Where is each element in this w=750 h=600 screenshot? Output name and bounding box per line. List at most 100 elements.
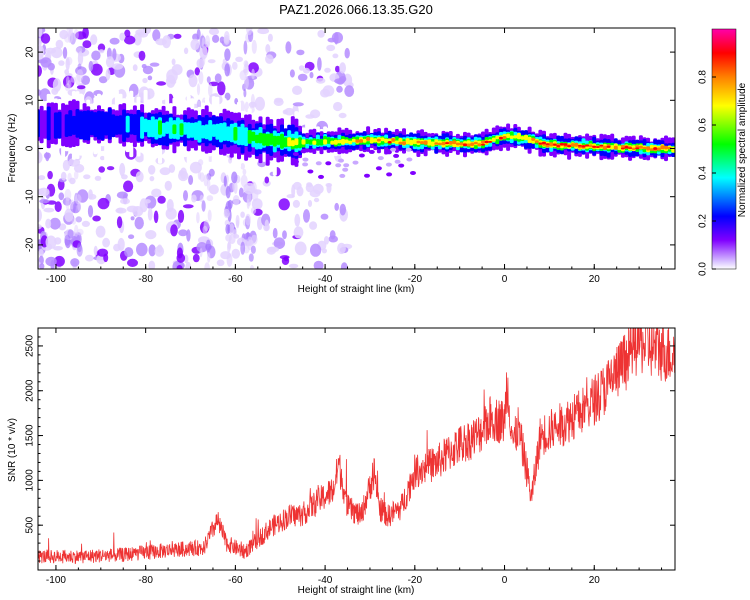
noise-blob xyxy=(130,216,135,221)
streak-blob xyxy=(223,175,227,187)
streak-blob xyxy=(206,76,211,84)
ridge-cell xyxy=(330,140,335,145)
noise-blob xyxy=(326,44,336,52)
noise-blob xyxy=(82,28,89,39)
streak-blob xyxy=(73,170,79,180)
noise-blob xyxy=(39,263,45,269)
streak-blob xyxy=(224,63,230,77)
ridge-cell xyxy=(172,124,177,135)
streak-blob xyxy=(225,224,230,235)
noise-blob xyxy=(303,209,310,223)
noise-blob xyxy=(313,260,324,269)
ridge-cell xyxy=(168,117,173,139)
noise-blob xyxy=(38,208,42,223)
ridge-cell xyxy=(664,145,668,150)
ridge-cell xyxy=(344,139,349,144)
streak-blob xyxy=(206,195,214,202)
ridge-cell xyxy=(265,133,270,147)
noise-blob xyxy=(182,204,194,209)
noise-blob xyxy=(120,198,130,205)
noise-blob xyxy=(53,255,65,267)
ridge-cell xyxy=(107,108,112,140)
noise-blob xyxy=(82,40,92,49)
noise-blob xyxy=(40,57,52,68)
noise-blob xyxy=(321,248,327,254)
noise-blob xyxy=(307,200,313,207)
noise-blob xyxy=(91,50,101,61)
ridge-cell xyxy=(380,137,385,142)
tail-blob xyxy=(377,156,384,161)
noise-blob xyxy=(94,175,102,181)
ridge-cell xyxy=(301,139,306,145)
streak-blob xyxy=(246,198,250,210)
ridge-cell xyxy=(595,146,600,148)
noise-blob xyxy=(272,227,278,239)
ridge-cell xyxy=(39,105,44,144)
streak-blob xyxy=(243,89,247,98)
noise-blob xyxy=(53,246,63,251)
noise-blob xyxy=(81,75,90,85)
ridge-cell xyxy=(423,140,428,145)
noise-blob xyxy=(296,186,304,197)
noise-blob xyxy=(185,261,192,269)
tail-blob xyxy=(315,161,322,166)
noise-blob xyxy=(103,253,109,263)
ridge-cell xyxy=(506,133,511,138)
ridge-cell xyxy=(150,116,155,138)
noise-blob xyxy=(199,45,208,60)
streak-blob xyxy=(204,262,210,269)
tail-blob xyxy=(335,163,342,168)
streak-blob xyxy=(65,83,71,92)
ridge-cell xyxy=(563,143,568,146)
tail-blob xyxy=(307,169,314,174)
ridge-cell xyxy=(520,136,525,140)
ridge-cell xyxy=(391,138,396,142)
streak-blob xyxy=(201,37,205,49)
ridge-cell xyxy=(513,135,518,139)
ridge-cell xyxy=(362,138,367,143)
ridge-cell xyxy=(502,136,507,140)
ridge-cell xyxy=(175,117,180,140)
ridge-cell xyxy=(416,140,421,144)
noise-blob xyxy=(133,32,142,46)
ridge-cell xyxy=(79,111,83,140)
ridge-cell xyxy=(240,123,245,146)
ridge-cell xyxy=(545,143,550,145)
ridge-cell xyxy=(646,146,651,151)
noise-blob xyxy=(111,63,124,70)
noise-blob xyxy=(235,56,244,62)
ridge-cell xyxy=(359,139,363,143)
noise-blob xyxy=(264,176,270,184)
streak-blob xyxy=(243,40,248,55)
ridge-cell xyxy=(473,141,478,145)
ridge-cell xyxy=(290,140,295,147)
ridge-cell xyxy=(542,141,546,145)
noise-blob xyxy=(149,176,155,182)
noise-blob xyxy=(317,30,325,38)
ridge-cell xyxy=(158,120,162,135)
ridge-cell xyxy=(552,144,557,146)
ridge-cell xyxy=(341,138,345,145)
streak-blob xyxy=(66,56,73,66)
ridge-cell xyxy=(452,140,457,145)
tail-blob xyxy=(394,159,401,164)
streak-blob xyxy=(225,186,231,199)
noise-blob xyxy=(134,216,144,230)
noise-blob xyxy=(298,65,305,71)
noise-blob xyxy=(152,29,161,42)
ridge-cell xyxy=(556,145,561,147)
noise-blob xyxy=(171,58,176,66)
ridge-cell xyxy=(204,124,209,140)
streak-blob xyxy=(248,253,254,262)
streak-blob xyxy=(245,213,251,226)
ridge-cell xyxy=(254,134,259,144)
noise-blob xyxy=(178,170,189,182)
streak-blob xyxy=(231,171,238,184)
ridge-cell xyxy=(82,110,87,141)
ridge-cell xyxy=(495,135,500,140)
tail-blob xyxy=(338,158,344,163)
noise-blob xyxy=(148,165,156,175)
ridge-cell xyxy=(570,143,575,147)
noise-blob xyxy=(119,162,126,177)
noise-blob xyxy=(121,174,128,180)
